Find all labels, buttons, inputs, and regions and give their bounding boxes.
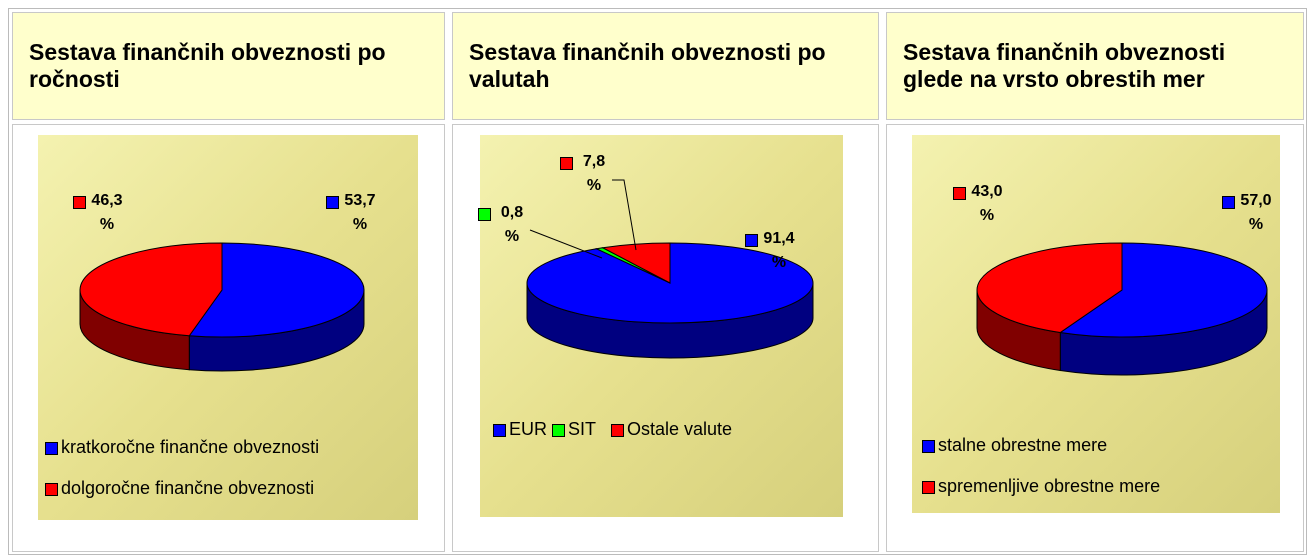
data-label: 91,4 % [763, 230, 795, 271]
pie-slice [976, 242, 1123, 334]
leader-line [529, 229, 603, 259]
data-label: 43,0 % [971, 183, 1003, 224]
legend-marker [552, 424, 565, 437]
chart-title: Sestava finančnih obveznosti po valutah [469, 39, 826, 92]
pie-slice [526, 242, 814, 324]
legend-label: EUR [509, 419, 548, 439]
data-label: 46,3 % [91, 192, 123, 233]
legend-marker [45, 442, 58, 455]
data-label: 7,8 % [582, 153, 606, 194]
legend-label: Ostale valute [627, 419, 733, 439]
legend-marker [922, 481, 935, 494]
legend-label: kratkoročne finančne obveznosti [61, 437, 320, 457]
pie-slice [79, 242, 223, 337]
legend-marker [611, 424, 624, 437]
pie-slice [1058, 242, 1268, 338]
label-marker [73, 196, 86, 209]
chart-title: Sestava finančnih obveznosti glede na vr… [903, 39, 1226, 92]
label-marker [560, 157, 573, 170]
header-cell: Sestava finančnih obveznosti po valutah [452, 12, 879, 120]
legend-label: dolgoročne finančne obveznosti [61, 478, 315, 498]
legend-label: spremenljive obrestne mere [938, 476, 1161, 496]
body-cell [452, 124, 879, 552]
label-marker [478, 208, 491, 221]
data-label: 0,8 % [500, 204, 524, 245]
chart-title: Sestava finančnih obveznosti po ročnosti [29, 39, 386, 92]
data-label: 53,7 % [344, 192, 376, 233]
body-cell [886, 124, 1304, 552]
data-label: 57,0 % [1240, 192, 1272, 233]
header-cell: Sestava finančnih obveznosti po ročnosti [12, 12, 445, 120]
legend-marker [922, 440, 935, 453]
label-marker [326, 196, 339, 209]
legend-marker [493, 424, 506, 437]
pie-slice [188, 242, 365, 338]
legend-label: stalne obrestne mere [938, 435, 1108, 455]
label-marker [1222, 196, 1235, 209]
label-marker [953, 187, 966, 200]
legend-label: SIT [568, 419, 597, 439]
table [8, 8, 1307, 555]
body-cell [12, 124, 445, 552]
legend-marker [45, 483, 58, 496]
header-cell: Sestava finančnih obveznosti glede na vr… [886, 12, 1304, 120]
leader-line [612, 179, 637, 251]
label-marker [745, 234, 758, 247]
